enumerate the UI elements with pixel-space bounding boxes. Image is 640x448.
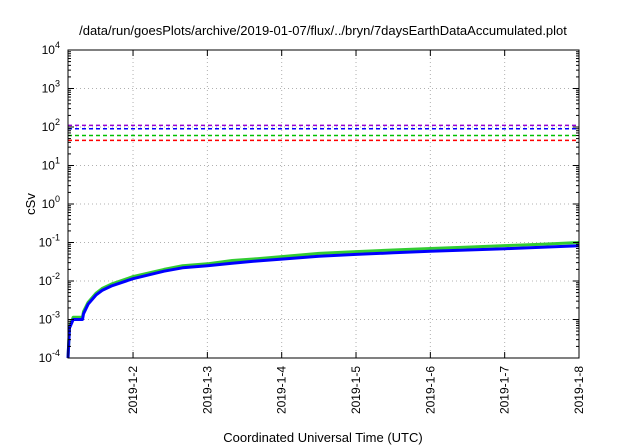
y-tick-label: 102 (42, 117, 60, 134)
threshold-lines (68, 124, 579, 142)
x-tick-label: 2019-1-5 (349, 366, 363, 414)
x-tick-label: 2019-1-8 (572, 366, 586, 414)
y-tick-label: 101 (42, 156, 60, 173)
y-tick-label: 103 (42, 79, 60, 96)
y-axis-ticks: 10-4 10-3 10-2 10-1 100 101 102 103 104 (39, 40, 579, 365)
chart-title: /data/run/goesPlots/archive/2019-01-07/f… (79, 23, 567, 38)
x-tick-label: 2019-1-7 (498, 366, 512, 414)
x-tick-label: 2019-1-2 (126, 366, 140, 414)
y-tick-label: 10-3 (39, 310, 60, 327)
data-series (66, 241, 580, 359)
y-axis-label: cSv (23, 193, 38, 215)
series-line (66, 241, 580, 359)
y-tick-label: 10-4 (39, 348, 60, 365)
series-line (66, 244, 580, 359)
y-tick-label: 10-1 (39, 233, 60, 250)
y-tick-label: 10-2 (39, 271, 60, 288)
x-tick-label: 2019-1-6 (423, 366, 437, 414)
x-tick-label: 2019-1-3 (200, 366, 214, 414)
grid (68, 50, 579, 358)
x-tick-label: 2019-1-4 (275, 366, 289, 414)
y-tick-label: 100 (42, 194, 60, 211)
x-axis-ticks: 2019-1-2 2019-1-3 2019-1-4 2019-1-5 2019-1-6… (126, 50, 586, 414)
y-tick-label: 104 (42, 40, 60, 57)
x-axis-label: Coordinated Universal Time (UTC) (223, 430, 422, 445)
